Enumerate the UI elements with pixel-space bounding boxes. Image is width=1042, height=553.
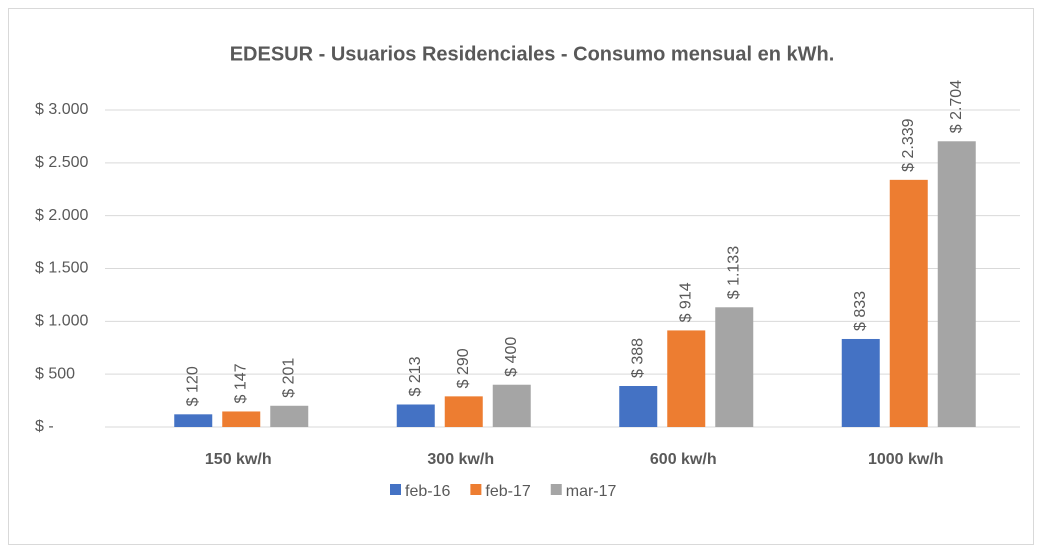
y-tick-label: $ 3.000 — [35, 101, 88, 118]
data-label: $ 914 — [677, 282, 694, 322]
bar — [444, 396, 483, 427]
bar — [937, 141, 976, 427]
legend-swatch — [550, 484, 562, 495]
bar — [841, 338, 880, 427]
chart-border — [8, 8, 1034, 545]
y-tick-label: $ 1.500 — [35, 260, 88, 277]
x-tick-label: 1000 kw/h — [868, 451, 944, 468]
data-label: $ 388 — [629, 338, 646, 378]
bar — [492, 384, 531, 427]
legend-swatch — [390, 484, 401, 495]
data-label: $ 2.339 — [900, 118, 917, 171]
y-tick-label: $ 500 — [35, 365, 75, 382]
x-tick-label: 300 kw/h — [427, 451, 494, 468]
data-label: $ 290 — [455, 348, 472, 388]
legend-swatch — [470, 484, 482, 495]
x-tick-label: 150 kw/h — [205, 451, 272, 468]
bar — [715, 307, 754, 427]
y-tick-label: $ - — [35, 418, 54, 435]
data-label: $ 120 — [184, 366, 201, 406]
y-tick-label: $ 1.000 — [35, 313, 88, 330]
bar — [174, 414, 213, 427]
data-label: $ 213 — [407, 356, 424, 396]
bar — [270, 405, 309, 427]
data-label: $ 1.133 — [725, 246, 742, 299]
legend-label: feb-16 — [405, 483, 450, 500]
bar — [889, 179, 928, 427]
y-tick-label: $ 2.000 — [35, 207, 88, 224]
legend-label: feb-17 — [485, 483, 530, 500]
bar — [619, 386, 658, 427]
legend-label: mar-17 — [566, 483, 617, 500]
data-label: $ 201 — [280, 358, 297, 398]
bar — [667, 330, 706, 427]
y-tick-label: $ 2.500 — [35, 154, 88, 171]
data-label: $ 147 — [232, 363, 249, 403]
x-tick-label: 600 kw/h — [650, 451, 717, 468]
bar — [222, 411, 261, 427]
data-label: $ 400 — [503, 337, 520, 377]
data-label: $ 2.704 — [948, 80, 965, 133]
chart-title: EDESUR - Usuarios Residenciales - Consum… — [230, 43, 835, 65]
bar — [396, 404, 435, 427]
data-label: $ 833 — [852, 291, 869, 331]
